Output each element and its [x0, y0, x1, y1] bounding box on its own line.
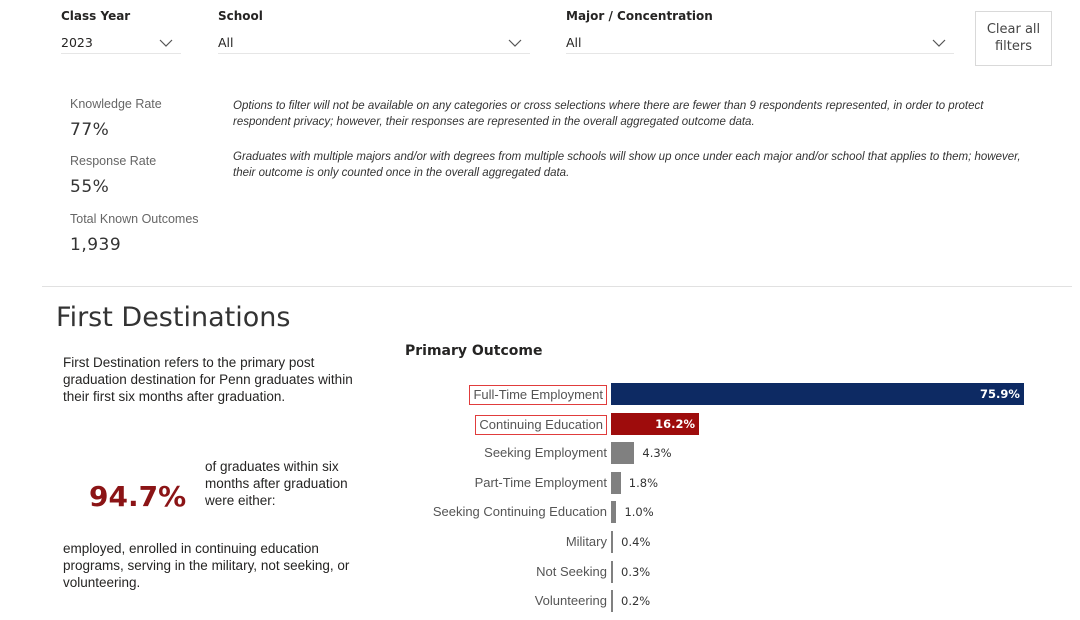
school-value: All: [218, 35, 234, 50]
school-select[interactable]: All: [218, 32, 530, 54]
chart-bar[interactable]: [611, 560, 613, 583]
chart-bar[interactable]: [611, 471, 621, 494]
knowledge-rate-value: 77%: [70, 120, 110, 140]
chart-category-label: Part-Time Employment: [474, 474, 607, 490]
chart-data-label: 0.4%: [621, 535, 651, 549]
chart-category-label: Seeking Employment: [484, 445, 607, 461]
first-destination-definition: First Destination refers to the primary …: [63, 355, 353, 404]
class-year-select[interactable]: 2023: [61, 32, 181, 54]
chart-data-label: 1.0%: [624, 505, 654, 520]
school-label: School: [218, 9, 263, 23]
chart-data-label: 16.2%: [655, 416, 696, 431]
total-known-outcomes-value: 1,939: [70, 235, 122, 255]
major-select[interactable]: All: [566, 32, 954, 54]
chevron-down-icon: [508, 39, 522, 47]
clear-label-line1: Clear all: [986, 21, 1041, 37]
section-title: First Destinations: [56, 302, 291, 333]
clear-filters-button[interactable]: Clear all filters: [975, 11, 1052, 66]
chart-category-label: Continuing Education: [475, 414, 607, 435]
class-year-value: 2023: [61, 35, 93, 50]
multi-major-note: Graduates with multiple majors and/or wi…: [233, 151, 1021, 179]
placement-caption: of graduates within six months after gra…: [205, 459, 348, 508]
chart-category-label: Seeking Continuing Education: [432, 504, 607, 520]
chevron-down-icon: [159, 39, 173, 47]
major-label: Major / Concentration: [566, 9, 713, 23]
chart-bar[interactable]: [611, 412, 700, 435]
clear-label-line2: filters: [994, 38, 1032, 54]
chart-data-label: 1.8%: [628, 475, 658, 490]
chart-category-label: Not Seeking: [536, 563, 607, 579]
chevron-down-icon: [932, 39, 946, 47]
class-year-label: Class Year: [61, 9, 131, 23]
chart-bar[interactable]: [611, 442, 635, 465]
chart-data-label: 75.9%: [980, 387, 1020, 401]
chart-data-label: 4.3%: [642, 446, 672, 461]
response-rate-value: 55%: [70, 177, 110, 197]
chart-bar[interactable]: [611, 501, 617, 524]
chart-title: Primary Outcome: [405, 343, 543, 359]
major-value: All: [566, 35, 582, 50]
response-rate-label: Response Rate: [70, 154, 157, 168]
privacy-note: Options to filter will not be available …: [233, 100, 984, 128]
section-divider: [42, 286, 1072, 287]
chart-category-label: Volunteering: [534, 593, 607, 609]
chart-bar[interactable]: [611, 383, 1024, 405]
primary-outcome-chart: Full-Time Employment 75.9% Continuing Educ…: [400, 380, 1040, 618]
chart-category-label: Full-Time Employment: [469, 385, 607, 405]
chart-category-label: Military: [565, 534, 607, 549]
chart-bar[interactable]: [611, 531, 614, 553]
chart-data-label: 0.3%: [621, 564, 651, 579]
knowledge-rate-label: Knowledge Rate: [70, 97, 162, 111]
total-known-outcomes-label: Total Known Outcomes: [70, 212, 199, 226]
chart-bar[interactable]: [611, 590, 613, 613]
placement-percentage: 94.7%: [89, 480, 187, 513]
chart-data-label: 0.2%: [621, 594, 651, 609]
outcomes-description: employed, enrolled in continuing educati…: [63, 541, 350, 590]
